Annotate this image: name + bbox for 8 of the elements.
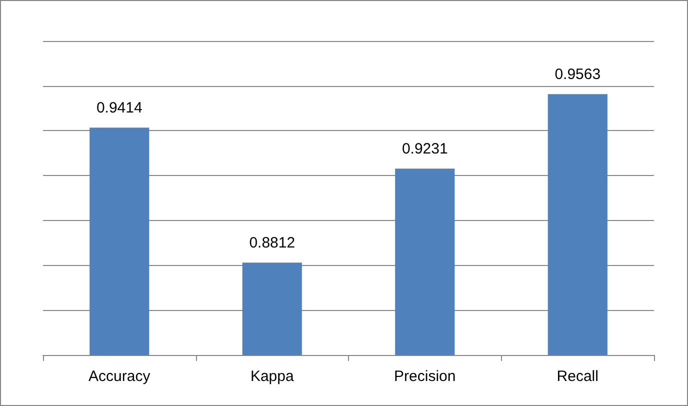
x-tick-label: Precision (394, 368, 456, 385)
data-label: 0.8812 (249, 234, 296, 252)
x-tick-label: Kappa (250, 368, 294, 385)
data-label: 0.9414 (96, 100, 142, 117)
data-label: 0.9563 (554, 66, 601, 84)
x-tick-label: Accuracy (88, 368, 151, 385)
data-label: 0.9231 (402, 140, 448, 158)
x-tick-label: Recall (556, 368, 598, 385)
